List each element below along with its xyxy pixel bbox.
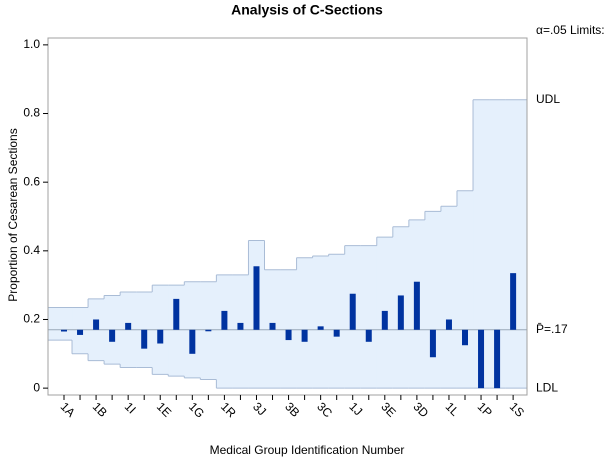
y-tick-label: 0: [33, 380, 40, 394]
bar: [77, 329, 84, 335]
limits-label: α=.05 Limits:: [536, 23, 605, 37]
limit-band: [328, 254, 346, 389]
bar: [237, 322, 244, 330]
bar: [478, 329, 485, 389]
plot-frame: [47, 37, 528, 396]
bar: [109, 329, 116, 342]
bar: [317, 326, 324, 330]
bar: [301, 329, 308, 342]
bar: [445, 319, 452, 330]
chart-title: Analysis of C-Sections: [231, 2, 383, 18]
limit-band: [232, 274, 249, 389]
bar: [125, 322, 132, 330]
bar: [494, 329, 501, 389]
limit-band: [360, 245, 378, 389]
limit-band: [456, 190, 474, 389]
bar: [141, 329, 148, 349]
limit-band: [296, 257, 314, 389]
x-axis-title: Medical Group Identification Number: [210, 443, 405, 457]
bar: [189, 329, 196, 354]
bar: [349, 293, 356, 330]
y-tick-label: 0.6: [23, 174, 40, 188]
bar: [429, 329, 436, 358]
limit-band: [440, 206, 458, 389]
limit-band: [424, 211, 442, 389]
bar: [462, 329, 468, 346]
limit-band: [505, 99, 528, 389]
bar: [510, 273, 517, 330]
bar: [381, 310, 388, 330]
bar: [93, 319, 100, 330]
limit-band: [48, 307, 73, 341]
bar: [285, 329, 292, 341]
bar: [365, 329, 372, 342]
y-axis-title: Proportion of Cesarean Sections: [6, 128, 20, 301]
bar: [413, 281, 420, 330]
limit-band: [280, 269, 298, 389]
bar: [253, 266, 260, 330]
bar: [221, 310, 228, 330]
bar: [269, 322, 276, 330]
limit-band: [312, 255, 330, 389]
bar: [333, 329, 340, 337]
limit-band: [216, 274, 233, 389]
bar: [173, 298, 180, 330]
limit-band: [473, 99, 490, 389]
bar: [157, 329, 164, 344]
y-tick-label: 0.8: [23, 106, 40, 120]
y-tick-label: 1.0: [23, 37, 40, 51]
limit-band: [489, 99, 506, 389]
y-tick-label: 0.2: [23, 312, 40, 326]
bar: [397, 295, 404, 330]
bar: [205, 329, 212, 332]
center-label: P̄=.17: [536, 322, 568, 336]
udl-label: UDL: [536, 92, 560, 106]
y-tick-label: 0.4: [23, 243, 40, 257]
bar: [61, 329, 67, 332]
limit-band: [168, 285, 185, 377]
ldl-label: LDL: [536, 380, 558, 394]
